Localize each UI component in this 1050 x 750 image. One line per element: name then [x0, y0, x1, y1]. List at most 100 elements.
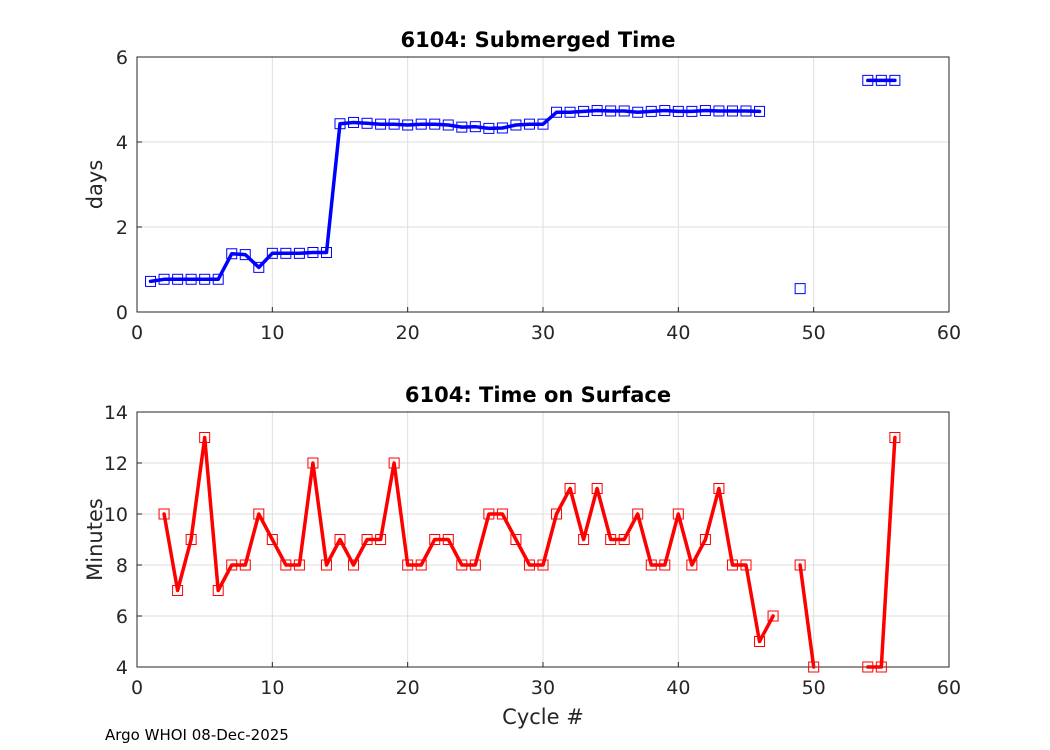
data-point-marker: [456, 559, 468, 571]
data-point-marker: [185, 273, 197, 285]
data-point-marker: [199, 273, 211, 285]
data-point-marker: [808, 661, 820, 673]
y-axis-label: Minutes: [83, 498, 107, 581]
data-point-marker: [442, 119, 454, 131]
data-point-marker: [578, 534, 590, 545]
data-point-marker: [523, 118, 535, 130]
data-point-marker: [740, 105, 752, 117]
data-point-marker: [253, 261, 265, 273]
data-point-marker: [713, 105, 725, 117]
axes-frame: [136, 56, 950, 313]
x-tick-label: 40: [666, 677, 690, 699]
y-tick-label: 4: [116, 657, 128, 679]
data-point-marker: [740, 559, 752, 571]
data-point-marker: [145, 275, 157, 287]
data-point-marker: [483, 122, 495, 134]
data-point-marker: [320, 247, 332, 258]
x-tick-label: 60: [937, 322, 961, 344]
series-line: [148, 108, 762, 284]
x-tick-label: 20: [396, 322, 420, 344]
data-point-marker: [510, 534, 522, 545]
submerged-time-plot: 0 10 20 30 40 50 60 0 2 4 6 6104: Submerged Time day…: [83, 28, 961, 344]
data-point-marker: [348, 559, 360, 571]
data-point-marker: [375, 118, 387, 130]
data-point-marker: [469, 559, 481, 571]
x-tick-label: 30: [531, 322, 555, 344]
data-point-marker: [239, 559, 251, 571]
data-point-marker: [334, 118, 346, 130]
data-point-marker: [510, 119, 522, 131]
data-point-marker: [266, 534, 278, 545]
data-point-marker: [699, 534, 711, 545]
data-point-marker: [415, 118, 427, 130]
y-tick-label: 6: [116, 606, 128, 628]
data-point-marker: [496, 508, 508, 520]
y-axis-label: days: [83, 160, 107, 210]
x-tick-label: 10: [260, 677, 284, 699]
chart-title: 6104: Time on Surface: [405, 383, 671, 407]
data-point-marker: [415, 559, 427, 571]
data-point-marker: [375, 534, 387, 545]
data-point-marker: [226, 248, 238, 260]
y-tick-label: 14: [104, 402, 128, 424]
data-point-marker: [889, 432, 901, 443]
data-point-marker: [320, 559, 332, 571]
data-point-marker: [185, 534, 197, 545]
data-point-marker: [307, 247, 319, 258]
data-point-marker: [551, 106, 563, 118]
data-point-marker: [307, 457, 319, 469]
data-point-marker: [862, 661, 874, 673]
data-point-marker: [713, 483, 725, 494]
data-point-marker: [388, 118, 400, 130]
data-point-marker: [172, 273, 184, 285]
footer-credit: Argo WHOI 08-Dec-2025: [105, 726, 289, 744]
data-point-marker: [456, 121, 468, 133]
data-point-marker: [794, 283, 806, 295]
data-point-marker: [226, 559, 238, 571]
data-point-marker: [672, 508, 684, 520]
data-point-marker: [726, 105, 738, 117]
x-tick-label: 50: [802, 322, 826, 344]
data-point-marker: [632, 106, 644, 118]
y-tick-label: 6: [116, 47, 128, 69]
x-tick-label: 0: [131, 677, 143, 699]
data-point-marker: [591, 105, 603, 117]
data-point-marker: [253, 508, 265, 520]
data-point-marker: [429, 534, 441, 545]
surface-time-plot: 0 10 20 30 40 50 60 4 6 8 10 12 14 6104: Time on Surf…: [83, 383, 961, 729]
data-point-marker: [659, 559, 671, 571]
data-point-marker: [591, 483, 603, 494]
data-point-marker: [199, 432, 211, 443]
data-point-marker: [726, 559, 738, 571]
data-point-marker: [686, 105, 698, 117]
y-tick-label: 12: [104, 453, 128, 475]
axes-frame: [136, 411, 950, 668]
x-tick-label: 20: [396, 677, 420, 699]
data-point-marker: [645, 105, 657, 117]
x-tick-label: 0: [131, 322, 143, 344]
data-point-marker: [402, 559, 414, 571]
x-tick-label: 10: [260, 322, 284, 344]
data-point-marker: [348, 116, 360, 128]
data-point-marker: [172, 585, 184, 596]
data-point-marker: [483, 508, 495, 520]
data-point-marker: [632, 508, 644, 520]
data-point-marker: [469, 121, 481, 133]
data-point-marker: [293, 247, 305, 259]
data-point-marker: [659, 105, 671, 117]
data-point-marker: [442, 534, 454, 545]
y-tick-label: 2: [116, 217, 128, 239]
y-tick-label: 0: [116, 302, 128, 324]
data-point-marker: [212, 585, 224, 596]
data-point-marker: [551, 508, 563, 520]
data-point-marker: [212, 273, 224, 285]
x-tick-label: 40: [666, 322, 690, 344]
data-point-marker: [875, 74, 887, 86]
data-point-marker: [280, 559, 292, 571]
data-point-marker: [523, 559, 535, 571]
data-point-marker: [889, 74, 901, 86]
data-point-marker: [686, 559, 698, 571]
data-point-marker: [496, 122, 508, 134]
series-line: [162, 435, 775, 644]
